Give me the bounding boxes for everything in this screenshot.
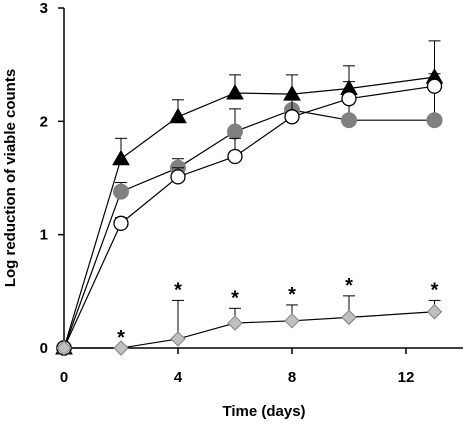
data-point bbox=[56, 340, 72, 356]
data-point bbox=[341, 309, 357, 326]
data-point bbox=[426, 304, 443, 320]
data-point bbox=[170, 169, 186, 185]
data-point bbox=[341, 91, 357, 107]
data-point bbox=[227, 315, 243, 331]
data-point bbox=[227, 148, 243, 165]
x-tick-label: 0 bbox=[60, 369, 68, 386]
x-tick-label: 4 bbox=[174, 369, 183, 386]
data-point bbox=[112, 149, 130, 166]
y-tick-label: 0 bbox=[40, 340, 48, 357]
data-point bbox=[426, 78, 443, 94]
significance-star: * bbox=[288, 284, 296, 306]
significance-star: * bbox=[174, 279, 182, 301]
data-point bbox=[284, 313, 300, 329]
series-3 bbox=[56, 295, 443, 356]
data-point bbox=[227, 123, 243, 140]
significance-star: * bbox=[345, 275, 353, 297]
series-line bbox=[63, 76, 435, 349]
significance-star: * bbox=[117, 327, 125, 349]
data-point bbox=[170, 331, 186, 347]
series-2 bbox=[56, 73, 443, 356]
y-axis-title: Log reduction of viable counts bbox=[2, 69, 19, 287]
x-axis-title: Time (days) bbox=[222, 403, 305, 420]
y-tick-label: 2 bbox=[40, 113, 48, 130]
y-tick-label: 1 bbox=[40, 227, 48, 244]
x-tick-label: 8 bbox=[288, 369, 296, 386]
y-tick-label: 3 bbox=[40, 0, 48, 17]
labels: Time (days) Log reduction of viable coun… bbox=[2, 69, 306, 420]
series-0 bbox=[55, 40, 444, 355]
significance-star: * bbox=[431, 279, 439, 301]
data-point bbox=[341, 112, 357, 129]
data-point bbox=[426, 112, 443, 129]
significance-markers: * * * * * * bbox=[117, 275, 439, 349]
data-point bbox=[113, 215, 129, 231]
data-point bbox=[284, 109, 300, 125]
data-point bbox=[113, 183, 129, 200]
significance-star: * bbox=[231, 287, 239, 309]
data-point bbox=[113, 340, 129, 356]
data-point bbox=[169, 107, 187, 124]
data-point bbox=[226, 83, 244, 100]
series-layer: * * * * * * bbox=[55, 40, 444, 356]
x-tick-label: 12 bbox=[398, 369, 415, 386]
